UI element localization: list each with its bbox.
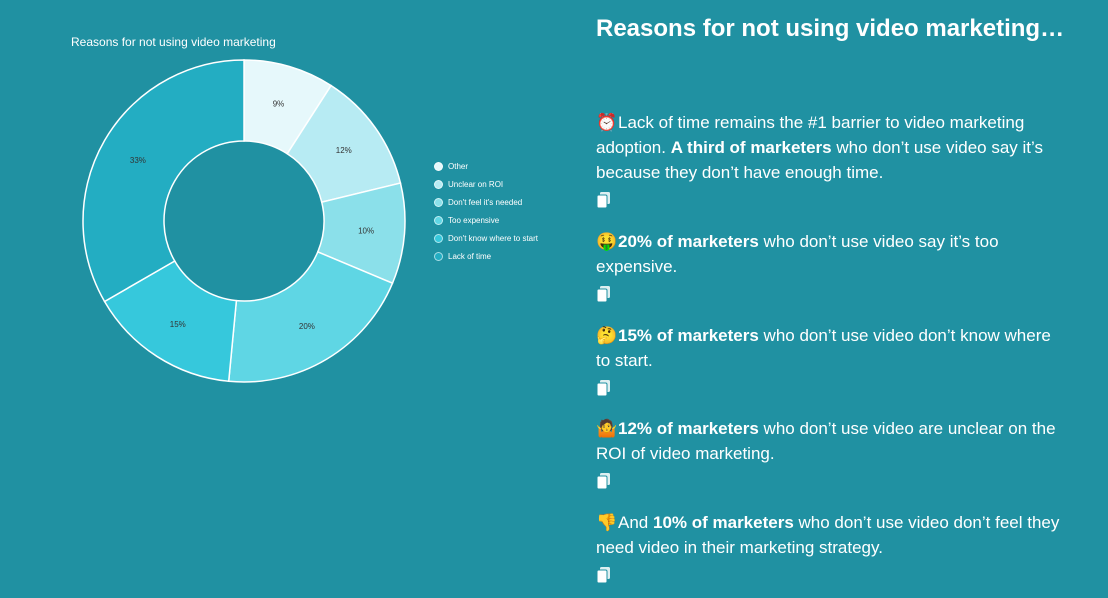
legend-swatch bbox=[434, 251, 443, 261]
fact-highlight: 10% of marketers bbox=[652, 513, 794, 532]
legend-swatch bbox=[434, 233, 443, 243]
fact-text: 🤑20% of marketers who don’t use video sa… bbox=[596, 229, 1066, 279]
legend-item[interactable]: Don't know where to start bbox=[434, 229, 538, 247]
copy-icon[interactable] bbox=[596, 191, 612, 209]
emoji-icon: 🤷 bbox=[596, 419, 618, 438]
legend-item[interactable]: Lack of time bbox=[434, 247, 538, 265]
legend-item[interactable]: Too expensive bbox=[434, 211, 538, 229]
fact-highlight: A third of marketers bbox=[670, 138, 832, 157]
fact-text-rest: who don’t use video say it’s because the… bbox=[596, 138, 1043, 182]
fact-text: 👎And 10% of marketers who don’t use vide… bbox=[596, 510, 1066, 560]
legend-item[interactable]: Don't feel it's needed bbox=[434, 193, 538, 211]
legend-label: Too expensive bbox=[448, 215, 500, 225]
fact-text-rest: who don’t use video don’t feel they need… bbox=[596, 513, 1060, 557]
legend-label: Don't know where to start bbox=[448, 233, 539, 243]
slice-label: 10% bbox=[358, 227, 374, 236]
emoji-icon: ⏰ bbox=[596, 113, 618, 132]
legend-label: Unclear on ROI bbox=[448, 179, 504, 189]
fact-text-lead: And bbox=[618, 513, 653, 532]
chart-legend: Other Unclear on ROI Don't feel it's neede… bbox=[434, 157, 538, 265]
fact-highlight: 15% of marketers bbox=[618, 326, 759, 345]
legend-item[interactable]: Unclear on ROI bbox=[434, 175, 538, 193]
fact-highlight: 20% of marketers bbox=[618, 232, 759, 251]
copy-icon[interactable] bbox=[596, 285, 612, 303]
legend-swatch bbox=[434, 215, 443, 225]
slice-label: 9% bbox=[273, 99, 285, 108]
donut-chart: 9% 12% 10% 20% 15% 33% bbox=[82, 59, 406, 383]
emoji-icon: 👎 bbox=[596, 513, 618, 532]
donut-slice-lack-of-time[interactable] bbox=[82, 59, 245, 303]
text-panel: Reasons for not using video marketing… ⏰… bbox=[596, 14, 1076, 584]
legend-item[interactable]: Other bbox=[434, 157, 538, 175]
fact-text-lead: Lack of time remains the #1 barrier to v… bbox=[596, 113, 1025, 157]
emoji-icon: 🤑 bbox=[596, 232, 618, 251]
legend-label: Don't feel it's needed bbox=[448, 197, 523, 207]
emoji-icon: 🤔 bbox=[596, 326, 618, 345]
chart-title: Reasons for not using video marketing bbox=[71, 35, 276, 49]
donut-slice-too-expensive[interactable] bbox=[227, 250, 394, 383]
fact-text-rest: who don’t use video say it’s too expensi… bbox=[596, 232, 999, 276]
legend-swatch bbox=[434, 161, 443, 171]
fact-highlight: 12% of marketers bbox=[618, 419, 759, 438]
fact-text-rest: who don’t use video don’t know where to … bbox=[596, 326, 1051, 370]
slice-label: 33% bbox=[130, 156, 146, 165]
fact-item: 🤷12% of marketers who don’t use video ar… bbox=[596, 416, 1066, 490]
fact-item: 👎And 10% of marketers who don’t use vide… bbox=[596, 510, 1066, 584]
copy-icon[interactable] bbox=[596, 379, 612, 397]
fact-item: 🤑20% of marketers who don’t use video sa… bbox=[596, 229, 1066, 303]
legend-swatch bbox=[434, 179, 443, 189]
copy-icon[interactable] bbox=[596, 472, 612, 490]
legend-swatch bbox=[434, 197, 443, 207]
fact-item: 🤔15% of marketers who don’t use video do… bbox=[596, 323, 1066, 397]
slice-label: 15% bbox=[170, 320, 186, 329]
copy-icon[interactable] bbox=[596, 566, 612, 584]
slice-label: 12% bbox=[336, 146, 352, 155]
legend-label: Lack of time bbox=[448, 251, 492, 261]
fact-text-rest: who don’t use video are unclear on the R… bbox=[596, 419, 1056, 463]
legend-label: Other bbox=[448, 161, 469, 171]
fact-text: 🤔15% of marketers who don’t use video do… bbox=[596, 323, 1066, 373]
fact-item: ⏰Lack of time remains the #1 barrier to … bbox=[596, 110, 1066, 209]
chart-panel: Reasons for not using video marketing 9%… bbox=[71, 35, 538, 383]
slice-label: 20% bbox=[299, 322, 315, 331]
fact-text: ⏰Lack of time remains the #1 barrier to … bbox=[596, 110, 1066, 185]
page-title: Reasons for not using video marketing… bbox=[596, 15, 1065, 42]
fact-text: 🤷12% of marketers who don’t use video ar… bbox=[596, 416, 1066, 466]
